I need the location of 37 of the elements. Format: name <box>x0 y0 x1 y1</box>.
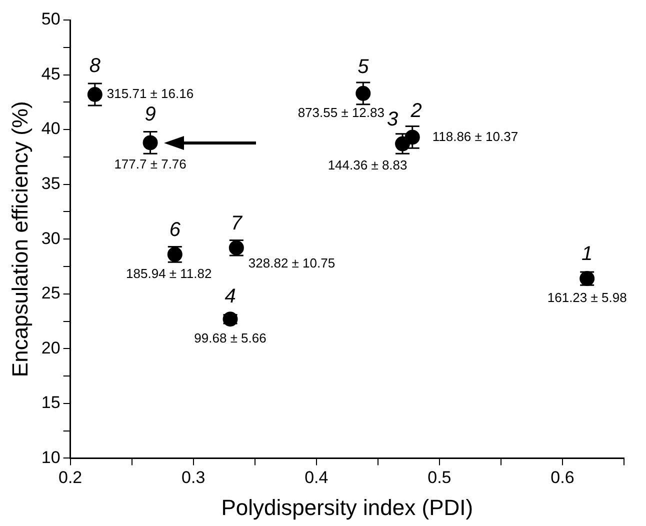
annotation: 185.94 ± 11.82 <box>126 266 212 282</box>
y-tick-label: 30 <box>41 228 60 248</box>
x-axis-title: Polydispersity index (PDI) <box>221 494 474 520</box>
annotation: 5 <box>358 56 370 78</box>
annotation: 6 <box>169 219 182 241</box>
y-tick-label: 40 <box>41 119 60 138</box>
annotation: 315.71 ± 16.16 <box>106 86 194 102</box>
y-tick-label: 45 <box>41 64 60 84</box>
x-tick-label: 0.4 <box>304 468 328 488</box>
annotation: 144.36 ± 8.83 <box>328 157 408 172</box>
annotation: 328.82 ± 10.75 <box>248 255 336 270</box>
y-axis-title: Encapsulation efficiency (%) <box>7 101 32 378</box>
y-tick-label: 35 <box>41 174 60 194</box>
annotation: 9 <box>144 103 156 126</box>
annotation: 3 <box>386 108 398 130</box>
y-tick-label: 25 <box>41 284 60 303</box>
annotation: 1 <box>582 243 593 266</box>
y-tick-label: 50 <box>41 10 60 29</box>
annotation: 118.86 ± 10.37 <box>432 128 518 144</box>
y-tick-label: 10 <box>41 448 60 467</box>
annotation: 161.23 ± 5.98 <box>547 290 627 306</box>
annotation: 7 <box>230 212 243 234</box>
annotation: 4 <box>224 286 236 308</box>
x-tick-label: 0.6 <box>550 468 574 488</box>
y-tick-label: 20 <box>41 338 60 358</box>
x-tick-label: 0.3 <box>182 468 206 488</box>
y-tick-label: 15 <box>41 393 60 412</box>
annotation: 99.68 ± 5.66 <box>194 330 266 346</box>
point <box>356 86 371 101</box>
annotation: 8 <box>89 55 100 78</box>
x-tick-label: 0.2 <box>58 468 82 488</box>
x-tick-label: 0.5 <box>428 468 452 488</box>
annotation: 873.55 ± 12.83 <box>298 104 384 120</box>
point <box>87 86 102 102</box>
point <box>142 135 158 150</box>
annotation: 177.7 ± 7.76 <box>114 156 186 172</box>
annotation: 2 <box>410 100 422 122</box>
